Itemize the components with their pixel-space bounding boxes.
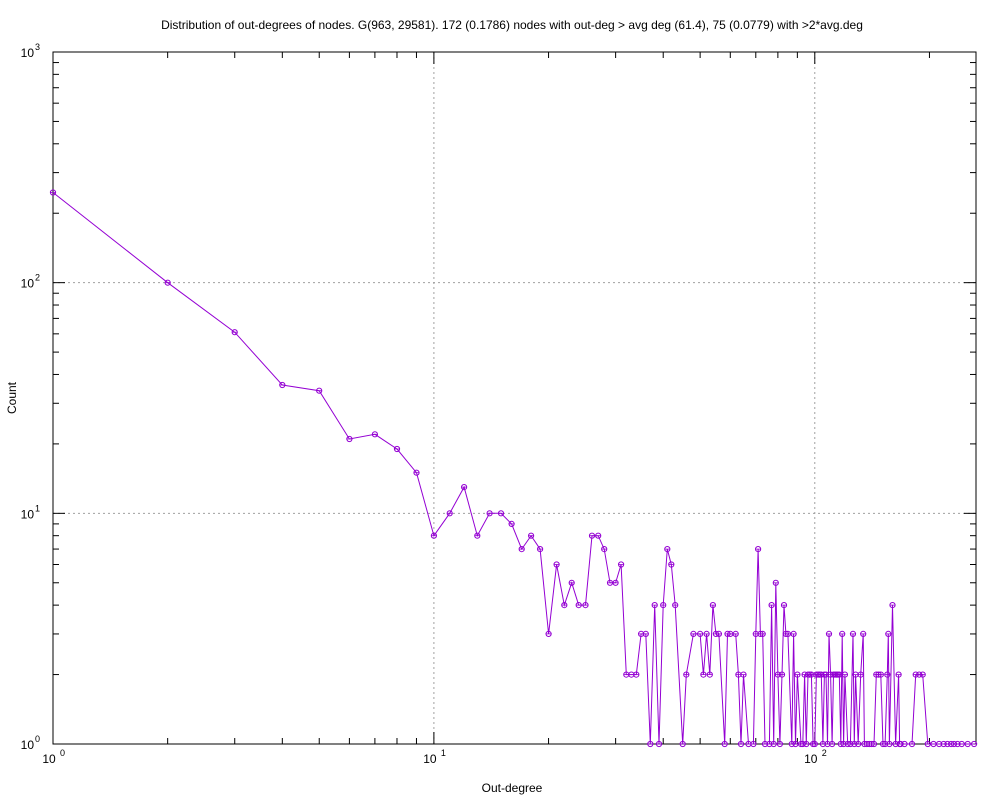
- chart-title: Distribution of out-degrees of nodes. G(…: [161, 18, 863, 32]
- y-tick-exponent: 1: [35, 503, 40, 513]
- y-tick-exponent: 0: [35, 734, 40, 744]
- series-line: [52, 192, 975, 745]
- y-tick-label: 10: [21, 46, 35, 60]
- x-tick-exponent: 2: [822, 748, 827, 758]
- grid: [53, 52, 976, 744]
- y-axis-label: Count: [5, 381, 19, 414]
- x-tick-exponent: 0: [60, 748, 65, 758]
- minor-ticks: [53, 52, 976, 744]
- y-tick-label: 10: [21, 738, 35, 752]
- x-tick-exponent: 1: [441, 748, 446, 758]
- y-tick-exponent: 2: [35, 273, 40, 283]
- plot-frame: [52, 51, 977, 745]
- x-tick-label: 10: [804, 752, 818, 766]
- x-tick-label: 10: [42, 752, 56, 766]
- x-axis-ticks: 10 0 10 1 10 2: [42, 52, 827, 766]
- y-tick-label: 10: [21, 277, 35, 291]
- y-tick-exponent: 3: [35, 42, 40, 52]
- y-tick-label: 10: [21, 507, 35, 521]
- x-axis-label: Out-degree: [482, 781, 543, 795]
- series-degree-distribution: [49, 189, 978, 748]
- x-tick-label: 10: [423, 752, 437, 766]
